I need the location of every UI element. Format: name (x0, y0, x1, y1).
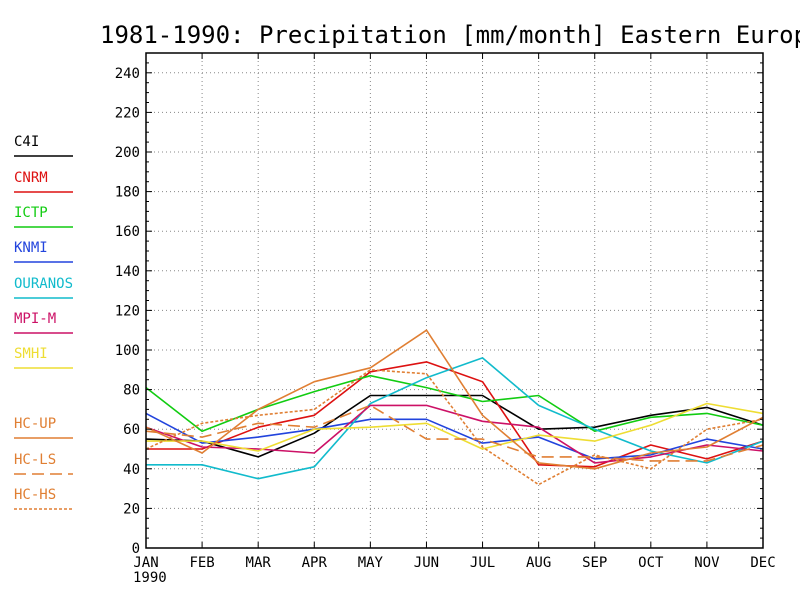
series-line-ictp (145, 374, 764, 433)
y-tick-label: 180 (115, 185, 140, 201)
x-tick-label: JAN (133, 555, 158, 571)
series-lines (145, 329, 764, 486)
series-line-hc-up (145, 329, 764, 470)
y-tick-label: 0 (132, 541, 140, 557)
x-tick-label: OCT (638, 555, 664, 571)
x-tick-label: SEP (582, 555, 607, 571)
x-tick-label: FEB (189, 555, 214, 571)
legend-label-hc-hs: HC-HS (14, 487, 56, 503)
plot-frame (145, 52, 764, 549)
x-tick-label: MAY (358, 555, 384, 571)
legend: C4I CNRM ICTP KNMI OURANOS MPI-M SMHI HC-UP HC-L… (14, 134, 73, 510)
legend-label-ouranos: OURANOS (14, 276, 73, 292)
x-tick-label: NOV (694, 555, 720, 571)
y-tick-label: 60 (123, 422, 140, 438)
x-tick-label: DEC (750, 555, 775, 571)
x-tick-label: AUG (526, 555, 551, 571)
series-line-hc-hs (145, 368, 764, 486)
legend-label-ictp: ICTP (14, 205, 48, 221)
y-tick-labels: 0 20 40 60 80 100 120 140 160 180 200 220 240 (115, 66, 140, 557)
series-line-smhi (146, 402, 764, 452)
series-line-c4i (145, 394, 764, 458)
legend-label-hc-up: HC-UP (14, 416, 56, 432)
y-tick-label: 80 (123, 383, 140, 399)
x-tick-label: JUN (414, 555, 439, 571)
x-tick-labels: JAN FEB MAR APR MAY JUN JUL AUG SEP OCT NOV DEC (133, 555, 775, 571)
y-tick-label: 120 (115, 303, 140, 319)
legend-label-mpi-m: MPI-M (14, 311, 56, 327)
y-tick-label: 100 (115, 343, 140, 359)
legend-label-cnrm: CNRM (14, 170, 48, 186)
y-tick-label: 220 (115, 105, 140, 121)
y-tick-label: 240 (115, 66, 140, 82)
legend-label-c4i: C4I (14, 134, 39, 150)
y-tick-label: 200 (115, 145, 140, 161)
chart-title: 1981-1990: Precipitation [mm/month] East… (100, 21, 800, 49)
series-line-hc-ls (145, 404, 764, 462)
series-line-ouranos (146, 357, 764, 480)
x-tick-label: APR (302, 555, 328, 571)
x-year-label: 1990 (133, 570, 167, 586)
y-tick-label: 140 (115, 264, 140, 280)
legend-label-hc-ls: HC-LS (14, 452, 56, 468)
y-tick-label: 20 (123, 501, 140, 517)
x-tick-label: MAR (246, 555, 272, 571)
x-tick-label: JUL (470, 555, 495, 571)
y-tick-label: 160 (115, 224, 140, 240)
legend-label-knmi: KNMI (14, 240, 48, 256)
axes (145, 52, 764, 549)
y-tick-label: 40 (123, 462, 140, 478)
legend-label-smhi: SMHI (14, 346, 48, 362)
